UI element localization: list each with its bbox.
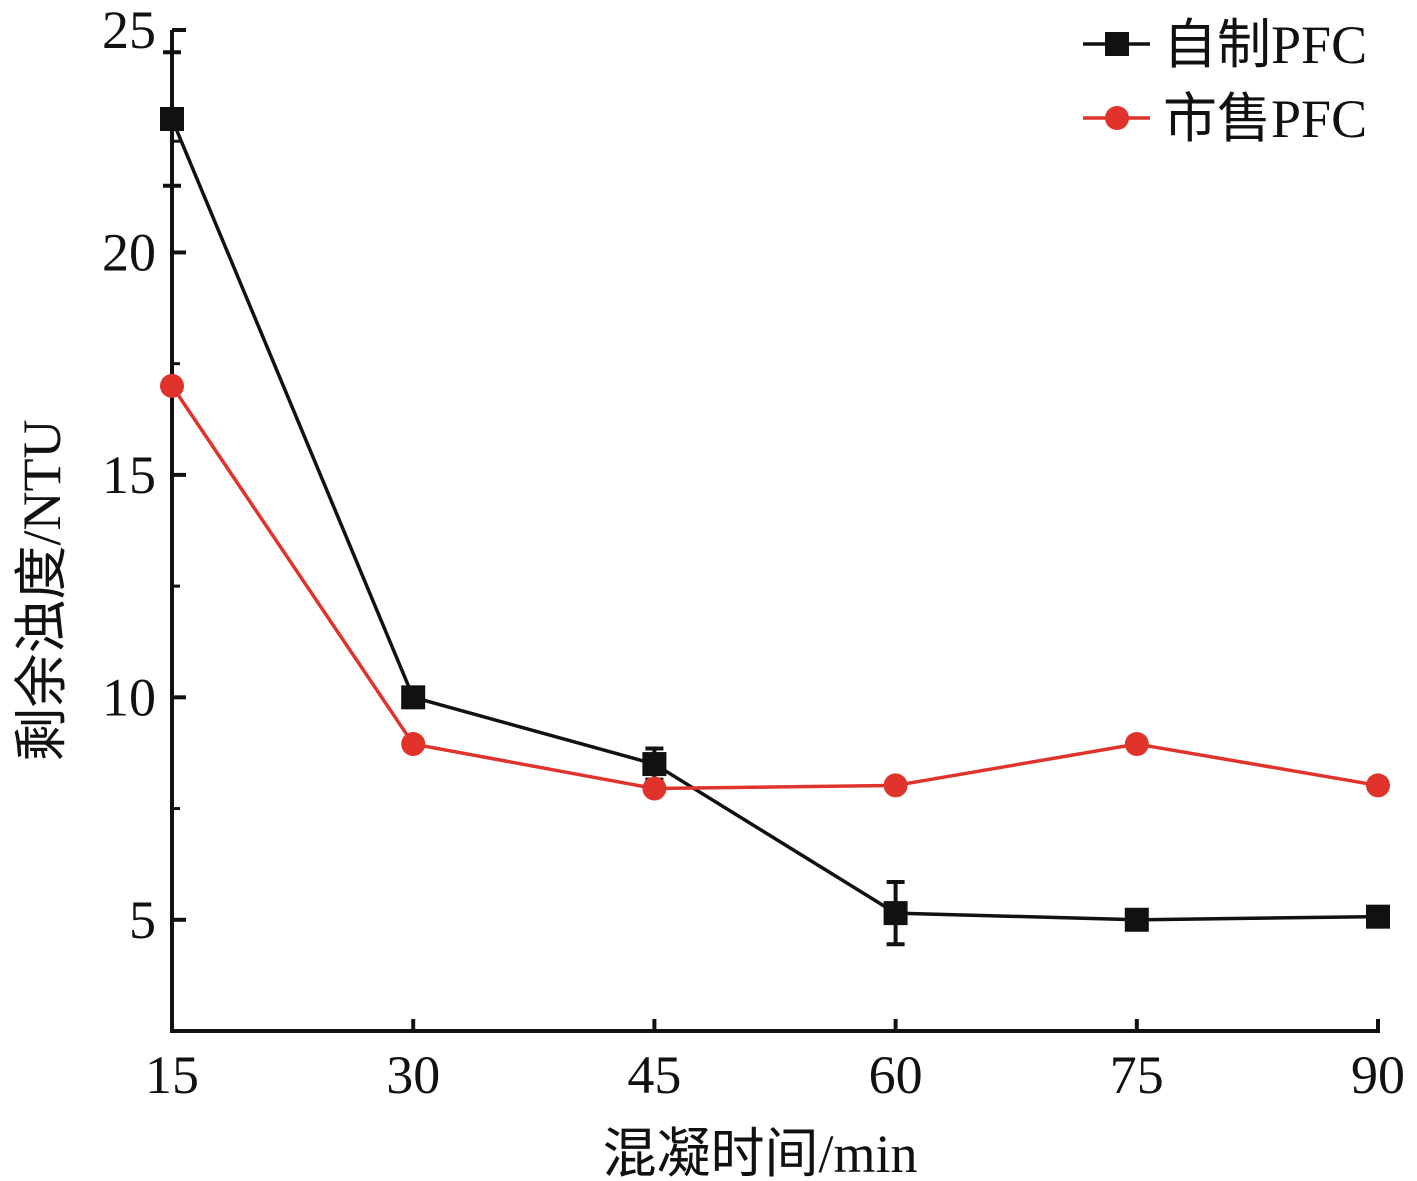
data-point	[1366, 904, 1390, 929]
legend-item: 市售PFC	[1083, 89, 1367, 149]
data-point	[883, 901, 908, 926]
data-point	[1124, 907, 1149, 932]
series-1	[160, 50, 1390, 947]
data-point	[160, 106, 184, 131]
x-tick-label: 60	[869, 1045, 923, 1105]
data-point	[1124, 732, 1149, 757]
legend-marker	[1105, 32, 1129, 56]
x-tick-label: 30	[386, 1045, 440, 1105]
legend-label: 市售PFC	[1163, 89, 1367, 149]
data-point	[883, 773, 908, 798]
legend-marker	[1105, 106, 1129, 130]
y-tick-label: 5	[129, 890, 156, 950]
y-tick-label: 15	[102, 445, 156, 505]
y-tick-label: 20	[102, 222, 156, 282]
legend: 自制PFC 市售PFC	[1083, 15, 1367, 149]
legend-label: 自制PFC	[1163, 15, 1367, 75]
series-line	[170, 384, 1379, 791]
y-tick-label: 25	[102, 0, 156, 60]
y-axis-title: 剩余浊度/NTU	[12, 420, 72, 762]
data-point	[642, 752, 667, 777]
x-tick-label: 90	[1351, 1045, 1405, 1105]
x-tick-label: 75	[1110, 1045, 1164, 1105]
tick-labels: 15 30 45 60 75 90 5 10 15 20 25	[102, 0, 1405, 1105]
x-tick-label: 45	[627, 1045, 681, 1105]
data-point	[401, 685, 426, 710]
series-2	[160, 373, 1390, 801]
axes	[170, 28, 1380, 1033]
data-point	[160, 373, 184, 398]
series-line	[170, 118, 1379, 922]
y-tick-label: 10	[102, 667, 156, 727]
data-point	[642, 776, 667, 801]
legend-item: 自制PFC	[1083, 15, 1367, 75]
data-point	[1366, 773, 1390, 798]
series-layer	[160, 50, 1390, 947]
data-point	[401, 732, 426, 757]
x-axis-title: 混凝时间/min	[602, 1124, 917, 1181]
x-tick-label: 15	[145, 1045, 199, 1105]
